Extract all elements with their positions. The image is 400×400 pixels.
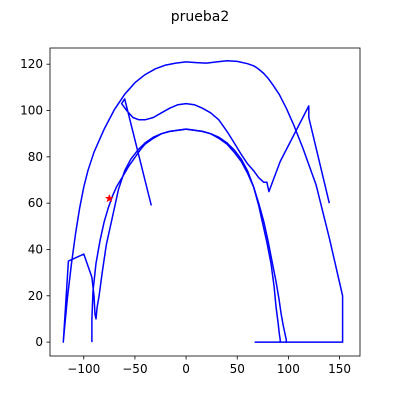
x-tick-label: −50 xyxy=(122,362,147,376)
y-tick-label: 0 xyxy=(35,335,43,349)
y-axis: 0 20 40 60 80 100 120 xyxy=(20,57,50,349)
x-tick-label: 150 xyxy=(328,362,351,376)
x-tick-label: −100 xyxy=(67,362,100,376)
x-axis: −100 −50 0 50 100 150 xyxy=(67,356,351,376)
x-tick-label: 100 xyxy=(277,362,300,376)
plot-area xyxy=(49,47,361,357)
y-tick-label: 60 xyxy=(28,196,43,210)
y-tick-label: 40 xyxy=(28,242,43,256)
x-tick-label: 0 xyxy=(182,362,190,376)
y-tick-label: 120 xyxy=(20,57,43,71)
x-tick-label: 50 xyxy=(230,362,245,376)
axes-frame xyxy=(49,47,361,357)
series-line-2 xyxy=(120,98,331,206)
y-tick-label: 100 xyxy=(20,104,43,118)
marker-layer xyxy=(104,193,114,203)
chart-title: prueba2 xyxy=(171,9,230,25)
series-line-1 xyxy=(62,59,344,343)
plot-background xyxy=(50,48,360,356)
y-tick-label: 80 xyxy=(28,150,43,164)
star-marker-1 xyxy=(104,193,114,203)
y-tick-label: 20 xyxy=(28,289,43,303)
